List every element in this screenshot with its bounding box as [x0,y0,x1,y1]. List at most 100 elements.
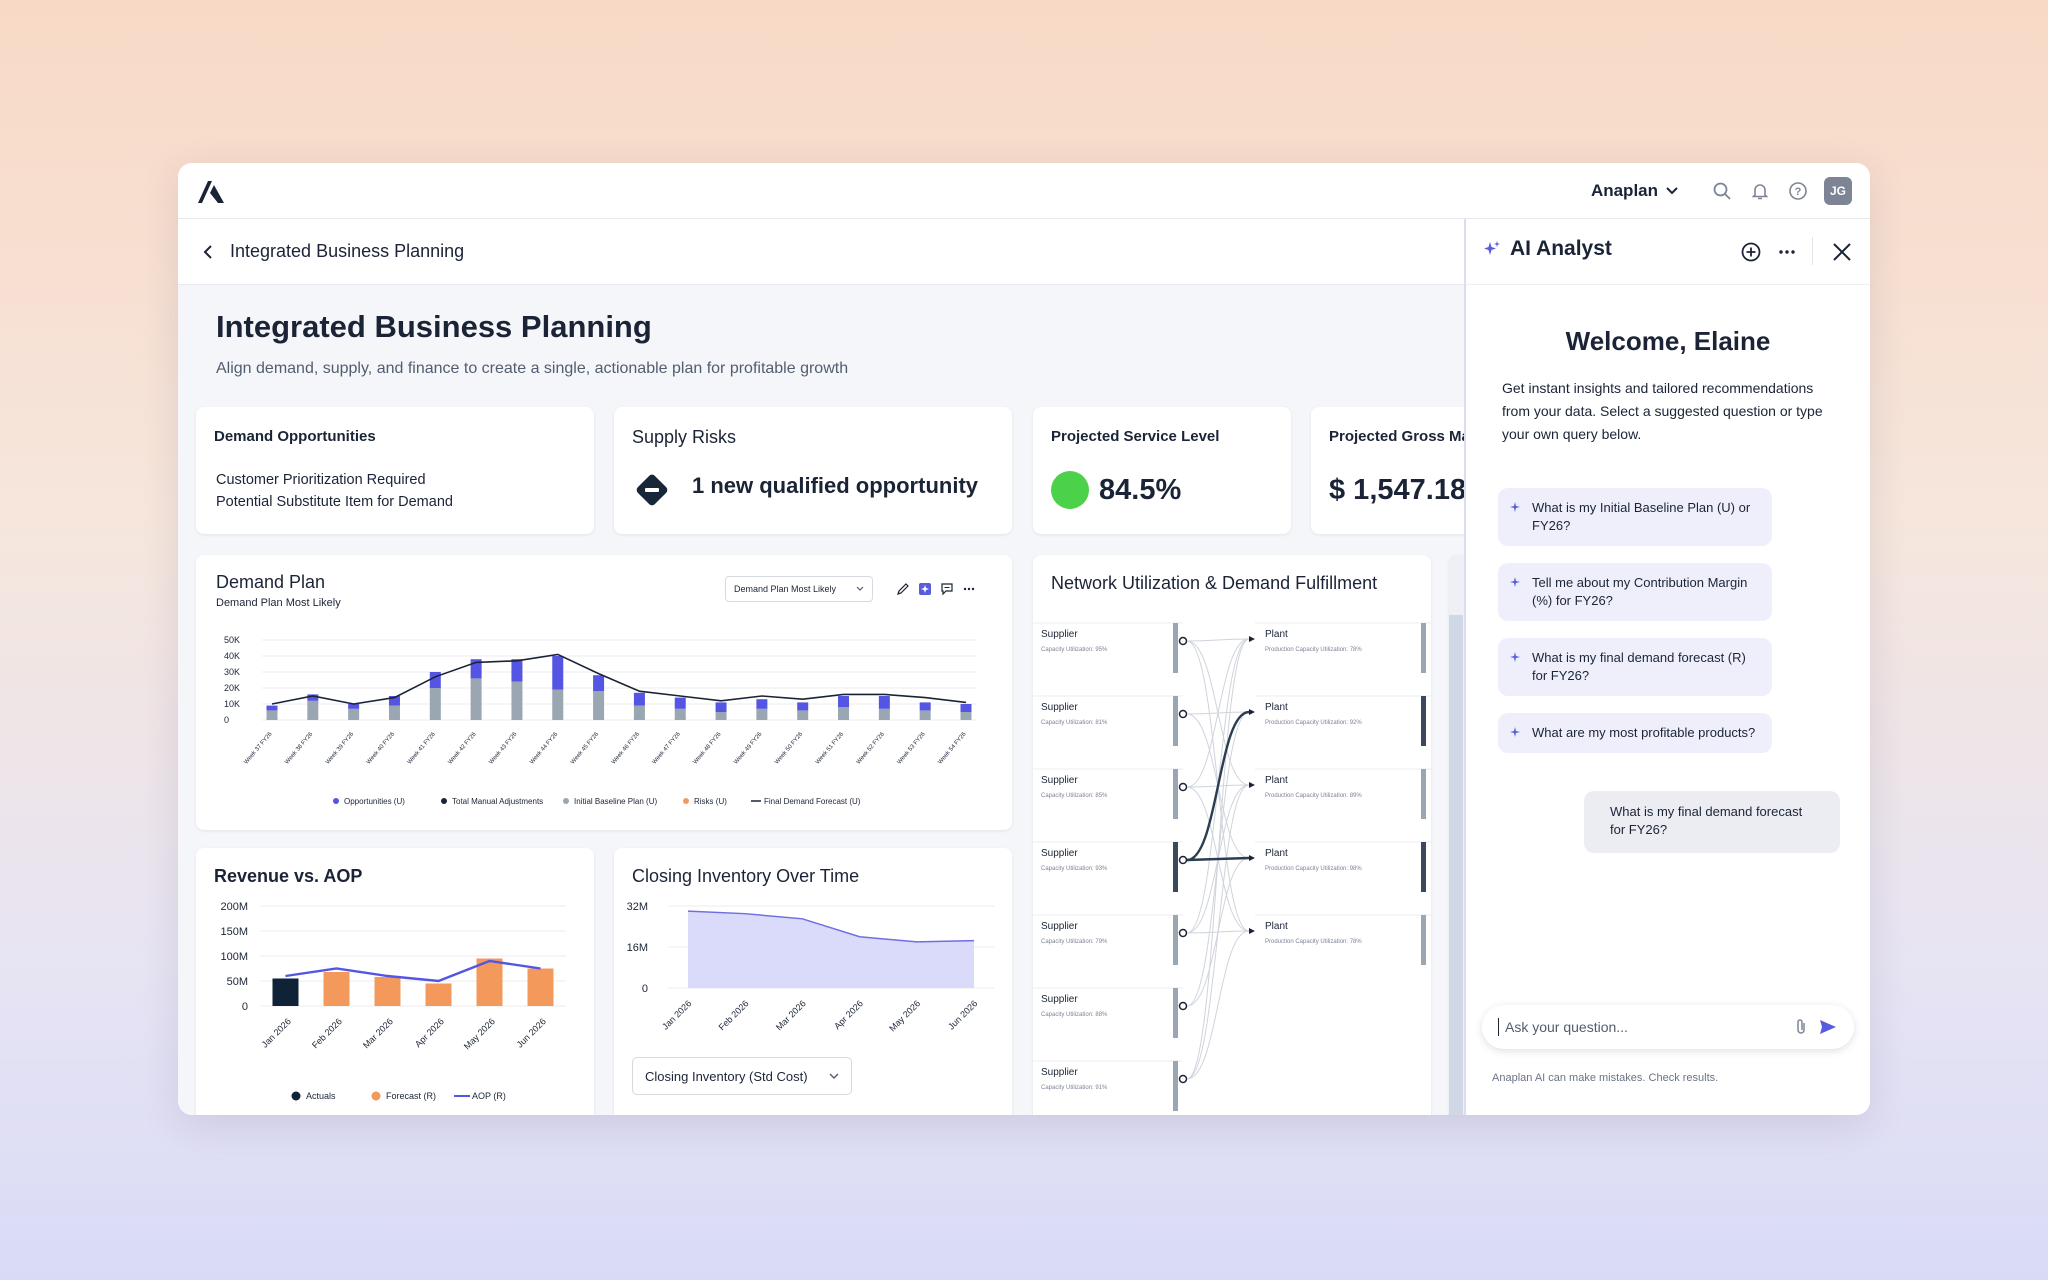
suggested-question[interactable]: What is my final demand forecast (R) for… [1498,638,1772,696]
bar-opportunities [919,702,931,711]
suggested-question[interactable]: Tell me about my Contribution Margin (%)… [1498,563,1772,621]
x-tick-label: Week 51 FY26 [815,731,845,766]
inventory-card: Closing Inventory Over Time 32M 16M 0 Jan 2… [614,848,1012,1115]
x-tick-label: Apr 2026 [413,1016,446,1049]
x-tick-label: Week 54 FY26 [937,731,967,766]
area-inventory [688,911,974,988]
legend-label: Opportunities (U) [344,797,405,806]
plant-utilization: Production Capacity Utilization: 98% [1265,866,1362,872]
back-arrow-icon[interactable] [202,244,214,260]
suggested-question[interactable]: What is my Initial Baseline Plan (U) or … [1498,488,1772,546]
demand-plan-dropdown[interactable]: Demand Plan Most Likely [725,576,873,602]
supplier-capacity-bar [1173,915,1178,965]
bar-forecast [323,972,350,1006]
attach-icon[interactable] [1794,1018,1808,1036]
x-tick-label: Jun 2026 [515,1016,548,1049]
inventory-measure-dropdown[interactable]: Closing Inventory (Std Cost) [632,1057,852,1095]
demand-opportunities-card[interactable]: Demand Opportunities Customer Prioritiza… [196,407,594,534]
workspace-switcher[interactable]: Anaplan [1591,181,1678,201]
supplier-label: Supplier [1041,1067,1078,1078]
more-options-icon[interactable] [962,582,976,596]
x-tick-label: Jun 2026 [946,998,979,1031]
bar-baseline [552,689,564,720]
sparkle-icon [1510,502,1520,512]
bar-opportunities [838,696,850,708]
supplier-node [1178,636,1188,646]
close-icon[interactable] [1830,240,1854,264]
comment-icon[interactable] [940,582,954,596]
x-tick-label: Week 50 FY26 [774,731,804,766]
send-icon[interactable] [1818,1017,1838,1037]
gross-margin-card[interactable]: Projected Gross Ma $ 1,547.18I [1311,407,1464,534]
x-tick-label: Week 42 FY26 [448,731,478,766]
bar-opportunities [633,692,645,706]
suggested-question[interactable]: What are my most profitable products? [1498,713,1772,753]
demand-plan-card: Demand Plan Demand Plan Most Likely Dema… [196,555,1012,830]
supplier-node [1178,1001,1188,1011]
x-tick-label: Week 38 FY26 [284,731,314,766]
supplier-label: Supplier [1041,848,1078,859]
opportunity-item[interactable]: Potential Substitute Item for Demand [216,494,453,510]
legend-label: Total Manual Adjustments [452,797,543,806]
service-level-card[interactable]: Projected Service Level 84.5% [1033,407,1291,534]
y-tick-label: 150M [220,926,248,938]
ask-question-input[interactable]: Ask your question... [1482,1005,1854,1049]
plant-utilization: Production Capacity Utilization: 89% [1265,793,1362,799]
supplier-utilization: Capacity Utilization: 79% [1041,939,1108,945]
x-tick-label: Week 43 FY26 [488,731,518,766]
dropdown-value: Demand Plan Most Likely [734,584,837,594]
avatar[interactable]: JG [1824,177,1852,205]
plant-arrow [1249,855,1255,861]
y-tick-label: 100M [220,951,248,963]
y-tick-label: 30K [224,667,240,677]
bar-forecast [527,968,554,1006]
x-tick-label: Apr 2026 [832,998,865,1031]
supplier-label: Supplier [1041,994,1078,1005]
edit-icon[interactable] [896,582,910,596]
legend-label: Initial Baseline Plan (U) [574,797,657,806]
flow-link [1186,638,1250,788]
demand-plan-chart: 50K 40K 30K 20K 10K 0 Week 37 FY26 Week 38 FY26… [224,635,976,806]
bar-opportunities [878,696,890,709]
suggestion-text: Tell me about my Contribution Margin (%)… [1532,575,1748,608]
x-tick-label: Jan 2026 [660,998,693,1031]
suggestion-text: What is my final demand forecast (R) for… [1532,650,1746,683]
network-diagram: Supplier Capacity Utilization: 95% Supplie… [1033,622,1431,1111]
header-divider [1812,237,1813,265]
anaplan-logo[interactable] [196,179,226,205]
bell-icon[interactable] [1748,179,1772,203]
legend-marker [683,798,689,804]
search-icon[interactable] [1710,179,1734,203]
y-tick-label: 32M [627,901,648,913]
chart-title: Demand Plan [216,572,326,592]
legend-label: Forecast (R) [386,1091,436,1101]
legend-label: AOP (R) [472,1091,506,1101]
chevron-down-icon [1666,187,1678,195]
supplier-label: Supplier [1041,921,1078,932]
opportunity-item[interactable]: Customer Prioritization Required [216,472,426,488]
help-icon[interactable]: ? [1786,179,1810,203]
supplier-node [1178,928,1188,938]
supplier-capacity-bar [1173,696,1178,746]
bar-opportunities [715,702,727,712]
supply-risks-text: 1 new qualified opportunity [692,473,978,498]
supply-risks-card[interactable]: Supply Risks 1 new qualified opportunity [614,407,1012,534]
x-tick-label: May 2026 [462,1016,497,1051]
kpi-value: 84.5% [1099,474,1182,506]
supplier-label: Supplier [1041,775,1078,786]
chart-title: Revenue vs. AOP [214,866,363,886]
legend-label: Risks (U) [694,797,727,806]
more-options-icon[interactable] [1776,241,1798,263]
x-tick-label: Week 40 FY26 [366,731,396,766]
svg-text:?: ? [1795,186,1802,198]
bar-baseline [266,710,278,720]
supplier-capacity-bar [1173,1061,1178,1111]
plant-label: Plant [1265,702,1288,713]
ai-insight-icon[interactable] [918,582,932,596]
x-tick-label: Week 44 FY26 [529,731,559,766]
plant-utilization: Production Capacity Utilization: 78% [1265,939,1362,945]
app-window: Anaplan ? JG Integrated Business Plannin… [178,163,1870,1115]
bar-baseline [633,705,645,720]
user-message: What is my final demand forecast for FY2… [1584,791,1840,853]
new-chat-icon[interactable] [1740,241,1762,263]
